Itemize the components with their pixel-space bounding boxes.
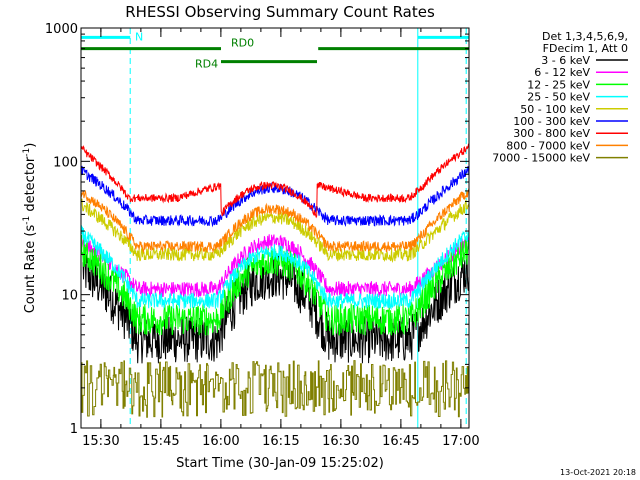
series-line — [82, 247, 470, 364]
x-tick-label: 16:30 — [322, 434, 359, 449]
footer-date: 13-Oct-2021 20:18 — [560, 468, 636, 477]
y-tick-label: 1 — [70, 422, 78, 437]
status-bars: N RD0 RD4 — [81, 30, 469, 71]
decimation-bar-label: RD0 — [231, 37, 254, 50]
x-axis-ticks: 15:30 15:45 16:00 16:15 16:30 16:45 17:00 — [82, 28, 480, 449]
y-axis-label-part2: detector — [23, 156, 38, 216]
x-tick-label: 16:45 — [382, 434, 419, 449]
series-line — [81, 360, 470, 418]
y-tick-label: 1000 — [45, 22, 78, 37]
y-axis-label-part3: ) — [23, 143, 38, 148]
series-lines — [80, 143, 470, 418]
chart-title: RHESSI Observing Summary Count Rates — [125, 3, 435, 21]
x-axis-label: Start Time (30-Jan-09 15:25:02) — [176, 456, 384, 471]
y-tick-label: 100 — [53, 155, 78, 170]
x-tick-label: 15:30 — [82, 434, 119, 449]
legend: Det 1,3,4,5,6,9, FDecim 1, Att 0 3 - 6 k… — [492, 30, 628, 165]
series-line — [80, 234, 470, 299]
y-tick-label: 10 — [61, 289, 78, 304]
legend-entry-label: 7000 - 15000 keV — [492, 152, 590, 165]
decimation-bar-label: RD4 — [195, 58, 218, 71]
y-axis-label-sup1: -1 — [22, 216, 32, 225]
legend-entry-label: 25 - 50 keV — [527, 91, 590, 104]
y-axis-label-part1: Count Rate (s — [23, 225, 38, 314]
eclipse-lines — [129, 28, 467, 428]
series-line — [80, 188, 470, 254]
x-tick-label: 15:45 — [142, 434, 179, 449]
y-axis-label-sup2: -1 — [22, 148, 32, 157]
legend-entry-label: 300 - 800 keV — [513, 127, 590, 140]
attenuator-bar-label: N — [135, 30, 143, 43]
series-line — [81, 225, 470, 310]
series-line — [80, 143, 470, 219]
y-axis-label: Count Rate (s-1 detector-1) — [22, 143, 38, 314]
x-tick-label: 16:15 — [262, 434, 299, 449]
x-tick-label: 17:00 — [442, 434, 479, 449]
legend-entry-label: 50 - 100 keV — [520, 103, 590, 116]
legend-header-decimation: FDecim 1, Att 0 — [543, 42, 628, 55]
legend-entry-label: 3 - 6 keV — [541, 54, 590, 67]
y-axis-ticks: 1 10 100 1000 — [45, 22, 469, 437]
legend-entry-label: 12 - 25 keV — [527, 78, 590, 91]
legend-header-detectors: Det 1,3,4,5,6,9, — [542, 30, 628, 43]
legend-entry-label: 6 - 12 keV — [534, 66, 590, 79]
series-line — [80, 198, 470, 263]
plot-frame — [80, 27, 470, 429]
legend-entry-label: 800 - 7000 keV — [506, 139, 590, 152]
legend-entry-label: 100 - 300 keV — [513, 115, 590, 128]
x-tick-label: 16:00 — [202, 434, 239, 449]
